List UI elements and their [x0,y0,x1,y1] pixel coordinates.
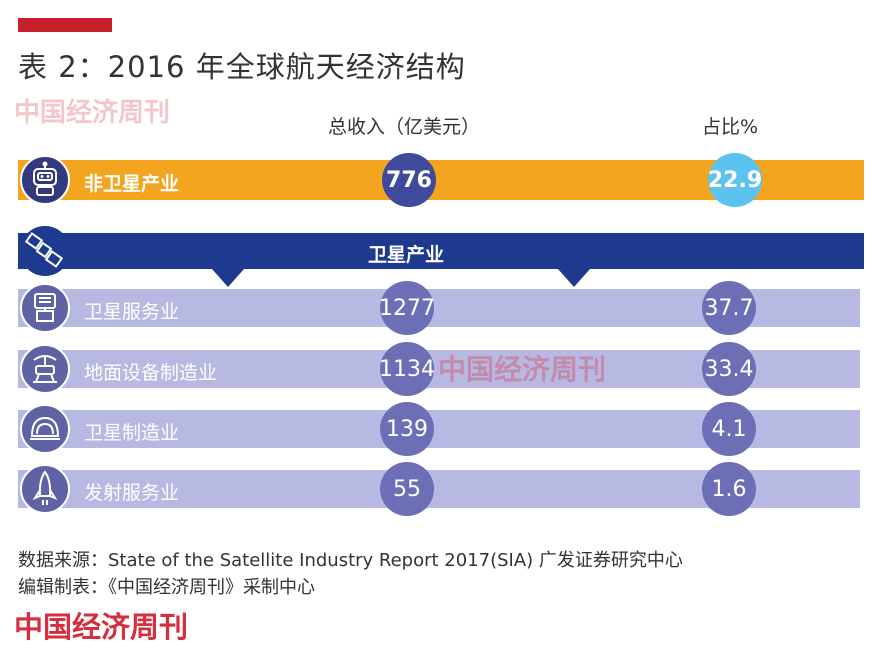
row-label: 非卫星产业 [84,173,180,195]
row-label: 卫星服务业 [84,301,180,323]
brand-logo: 中国经济周刊 [14,610,189,644]
row-label: 地面设备制造业 [84,362,218,384]
pointer-triangle-left [212,269,244,287]
robot-icon [20,155,70,205]
revenue-value: 776 [382,153,436,207]
revenue-value: 55 [380,462,434,516]
group-header-satellite [18,233,864,269]
editor-note: 编辑制表：《中国经济周刊》采制中心 [18,577,315,598]
share-value: 4.1 [702,402,756,456]
watermark-middle: 中国经济周刊 [438,353,607,386]
pointer-triangle-right [558,269,590,287]
group-header-label: 卫星产业 [368,244,445,266]
rocket-icon [20,464,70,514]
revenue-value: 1277 [379,281,435,335]
share-value: 1.6 [702,462,756,516]
source-note: 数据来源：State of the Satellite Industry Rep… [18,550,683,571]
row-label: 发射服务业 [84,482,180,504]
satellite-icon [20,226,70,276]
share-value: 33.4 [702,342,756,396]
top-accent-bar [18,18,112,32]
revenue-value: 139 [380,402,434,456]
share-value: 22.9 [708,153,762,207]
ground-station-icon [20,344,70,394]
chart-title: 表 2：2016 年全球航天经济结构 [18,50,466,84]
column-header-revenue: 总收入（亿美元） [328,116,481,138]
share-value: 37.7 [702,281,756,335]
satellite-body-icon [20,404,70,454]
column-header-share: 占比% [702,116,759,138]
revenue-value: 1134 [379,342,435,396]
satellite-dish-icon [20,283,70,333]
watermark-top: 中国经济周刊 [14,98,171,128]
row-label: 卫星制造业 [84,422,180,444]
